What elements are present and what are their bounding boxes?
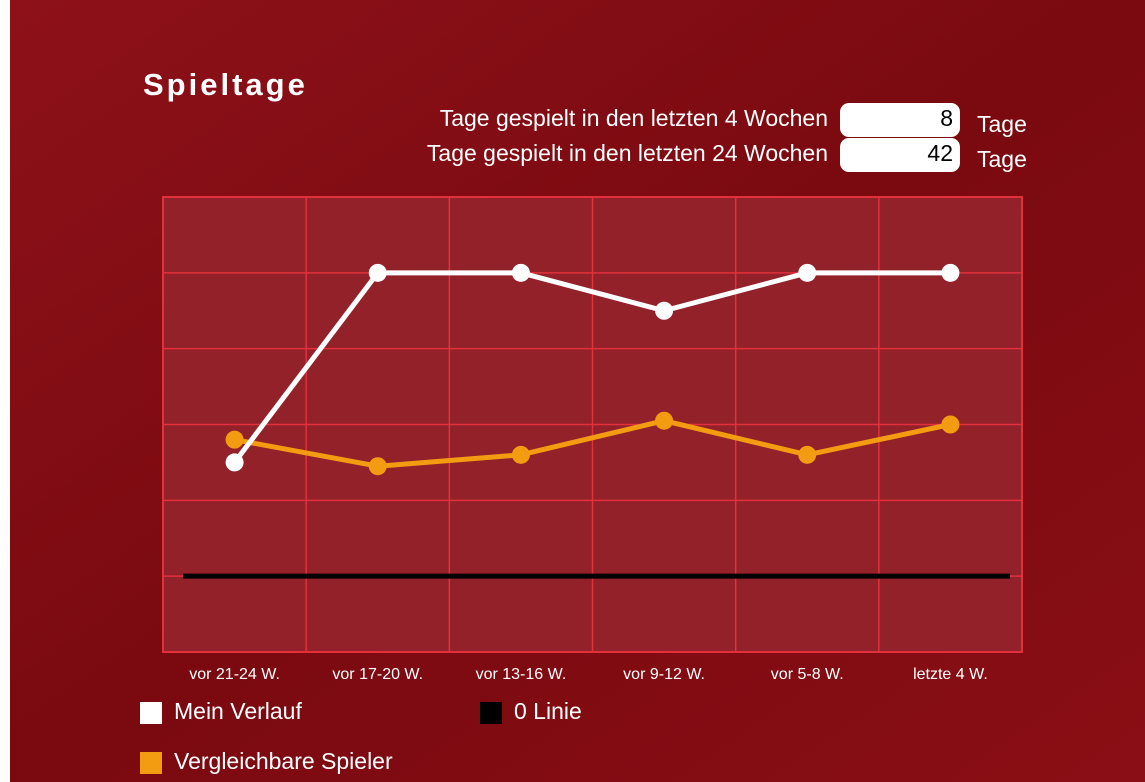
legend-label: Mein Verlauf xyxy=(174,698,302,724)
point xyxy=(226,453,244,471)
legend-swatch xyxy=(140,752,162,774)
page: Spieltage Tage gespielt in den letzten 4… xyxy=(0,0,1145,782)
point xyxy=(798,264,816,282)
point xyxy=(941,416,959,434)
point xyxy=(655,412,673,430)
point xyxy=(369,264,387,282)
legend-label: Vergleichbare Spieler xyxy=(174,748,393,774)
point xyxy=(512,264,530,282)
point xyxy=(369,457,387,475)
x-tick-label: vor 17-20 W. xyxy=(332,666,423,683)
stat-unit: Tage xyxy=(977,146,1027,172)
point xyxy=(798,446,816,464)
point xyxy=(655,302,673,320)
stat-label: Tage gespielt in den letzten 24 Wochen xyxy=(427,140,828,166)
x-tick-label: vor 5-8 W. xyxy=(771,666,844,683)
point xyxy=(226,431,244,449)
legend-swatch xyxy=(480,702,502,724)
chart: Spieltage Tage gespielt in den letzten 4… xyxy=(0,0,1145,782)
x-tick-label: vor 13-16 W. xyxy=(476,666,567,683)
legend-label: 0 Linie xyxy=(514,698,582,724)
stat-unit: Tage xyxy=(977,111,1027,137)
point xyxy=(512,446,530,464)
x-tick-label: vor 9-12 W. xyxy=(623,666,705,683)
stat-value: 42 xyxy=(927,140,953,166)
x-tick-label: vor 21-24 W. xyxy=(189,666,280,683)
legend-swatch xyxy=(140,702,162,724)
point xyxy=(941,264,959,282)
chart-title: Spieltage xyxy=(143,67,308,102)
stat-value: 8 xyxy=(940,105,953,131)
stat-label: Tage gespielt in den letzten 4 Wochen xyxy=(440,105,828,131)
x-tick-label: letzte 4 W. xyxy=(913,666,988,683)
